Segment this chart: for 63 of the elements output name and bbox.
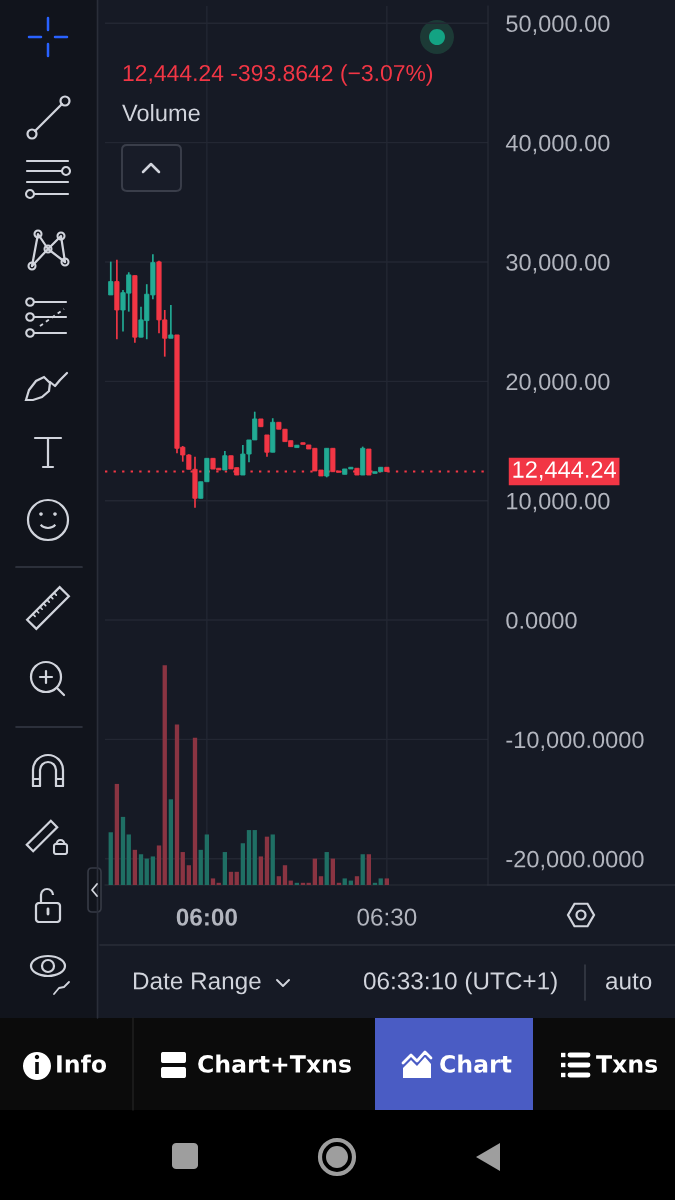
- bar: [180, 852, 185, 885]
- bar: [120, 816, 126, 885]
- bar: [360, 854, 365, 885]
- bar: [156, 845, 162, 885]
- bar: [228, 871, 234, 885]
- text: Chart: [440, 1054, 512, 1073]
- ref-line-label: 12,444.24: [513, 461, 616, 481]
- bar: [150, 856, 156, 885]
- bar: [168, 799, 174, 885]
- bar: [198, 849, 203, 885]
- bar: [114, 783, 120, 885]
- bar: [270, 834, 275, 885]
- bar: [210, 878, 216, 885]
- candlestick: [222, 450, 228, 471]
- text: Info: [57, 1054, 107, 1073]
- bar: [144, 858, 149, 885]
- bar: [330, 858, 336, 885]
- bar: [318, 876, 324, 885]
- bar: [384, 878, 390, 885]
- y-tick-label: 20,000.00: [506, 373, 610, 393]
- x-tick-label: 06:00: [176, 908, 237, 926]
- bar: [378, 878, 383, 885]
- y-tick-label: -10,000.0000: [506, 731, 644, 751]
- bar: [222, 852, 228, 885]
- bar: [252, 830, 257, 885]
- bar: [204, 834, 210, 885]
- chart-title: Volume: [122, 104, 200, 122]
- y-tick-label: 10,000.00: [507, 492, 610, 513]
- bar: [234, 871, 239, 885]
- bar: [282, 865, 288, 885]
- bar: [264, 836, 270, 885]
- bar: [192, 737, 198, 885]
- text: auto: [606, 973, 652, 990]
- bar: [126, 834, 131, 885]
- bar: [246, 830, 252, 885]
- bar: [186, 865, 192, 885]
- y-tick-label: 0.0000: [506, 612, 577, 629]
- candlestick: [264, 434, 270, 458]
- bar: [138, 854, 144, 885]
- bar: [240, 843, 246, 885]
- text: 06:33:10 (UTC+1): [363, 971, 557, 995]
- bar: [162, 665, 167, 885]
- text: Txns: [596, 1055, 658, 1073]
- bar: [342, 878, 347, 885]
- y-tick-label: 50,000.00: [506, 15, 610, 35]
- bar: [366, 854, 372, 885]
- bar: [132, 849, 138, 885]
- text: Date Range: [133, 972, 261, 995]
- bar: [108, 832, 113, 885]
- y-tick-label: 40,000.00: [505, 134, 610, 155]
- y-tick-label: 30,000.00: [506, 254, 610, 274]
- y-tick-label: -20,000.0000: [506, 850, 644, 871]
- candlestick: [168, 304, 174, 340]
- text: Chart+Txns: [198, 1054, 351, 1073]
- text: 12,444.24 -393.8642 (−3.07%): [123, 64, 433, 86]
- bar: [276, 876, 282, 885]
- bar: [354, 876, 360, 885]
- bar: [174, 724, 180, 885]
- candlestick: [108, 260, 114, 296]
- bar: [312, 858, 318, 885]
- bar: [258, 856, 264, 885]
- x-tick-label: 06:30: [357, 908, 417, 926]
- bar: [324, 852, 329, 885]
